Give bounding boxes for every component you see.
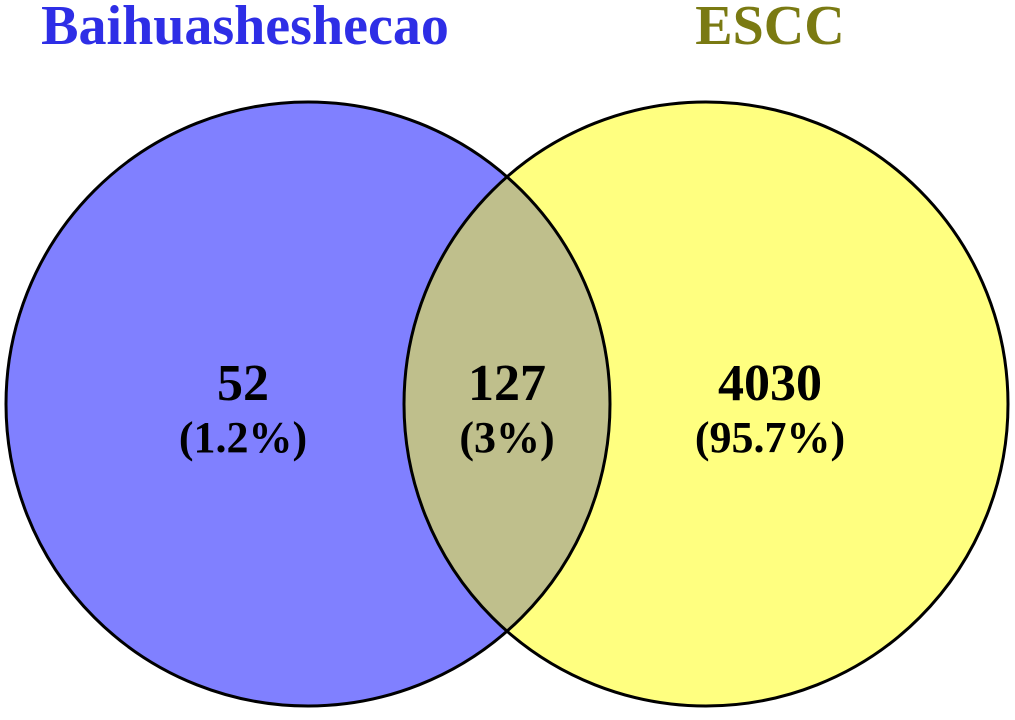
percent-right-only: (95.7%) <box>695 413 845 462</box>
count-intersection: 127 <box>468 355 546 412</box>
count-right-only: 4030 <box>718 355 822 412</box>
intersection-region <box>404 102 610 706</box>
count-left-only: 52 <box>217 355 269 412</box>
circle-outline-baihuasheshecao <box>4 100 612 708</box>
circle-outline-escc <box>402 100 1010 708</box>
set-label-baihuasheshecao: Baihuasheshecao <box>41 0 449 57</box>
percent-intersection: (3%) <box>459 413 554 462</box>
percent-left-only: (1.2%) <box>179 413 307 462</box>
set-label-escc: ESCC <box>695 0 844 57</box>
